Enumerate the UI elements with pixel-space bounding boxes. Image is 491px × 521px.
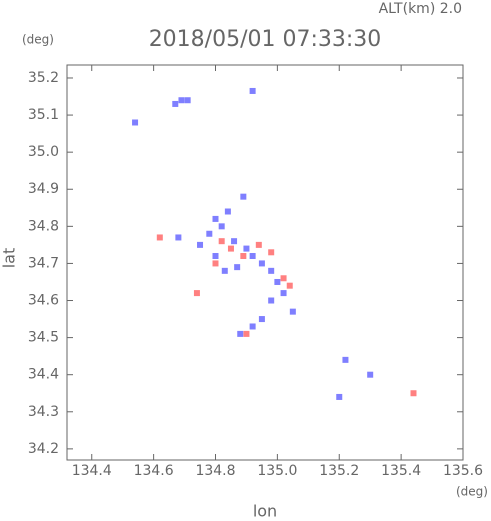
x-unit: (deg) — [456, 485, 488, 499]
echo — [218, 223, 225, 230]
y-tick-label: 35.2 — [28, 70, 59, 86]
echo — [227, 245, 234, 252]
echo — [193, 290, 200, 297]
echo — [258, 316, 265, 323]
echo — [132, 119, 139, 126]
echo — [156, 234, 163, 241]
echo — [234, 264, 241, 271]
y-tick-label: 34.9 — [28, 181, 59, 197]
y-tick-label: 34.6 — [28, 293, 59, 309]
x-axis-label: lon — [253, 502, 277, 521]
echo — [178, 97, 185, 104]
x-tick-label: 134.8 — [195, 463, 235, 479]
echo — [237, 330, 244, 337]
echo — [212, 253, 219, 260]
echo — [280, 275, 287, 282]
echo — [268, 297, 275, 304]
echo — [231, 238, 238, 245]
echo — [240, 253, 247, 260]
y-tick-label: 34.5 — [28, 330, 59, 346]
y-tick-label: 34.2 — [28, 441, 59, 457]
echo — [410, 390, 417, 397]
echo — [224, 208, 231, 215]
echo — [286, 282, 293, 289]
x-tick-label: 134.6 — [134, 463, 174, 479]
echo — [172, 100, 179, 107]
chart-title: 2018/05/01 07:33:30 — [149, 27, 382, 52]
echo — [274, 278, 281, 285]
x-tick-label: 135.2 — [319, 463, 359, 479]
x-tick-label: 135.0 — [257, 463, 297, 479]
echo — [175, 234, 182, 241]
echo — [240, 193, 247, 200]
echo — [249, 87, 256, 94]
x-tick-label: 134.4 — [72, 463, 112, 479]
echo — [243, 245, 250, 252]
echo — [212, 260, 219, 267]
x-tick-label: 135.6 — [443, 463, 483, 479]
echo — [258, 260, 265, 267]
y-tick-label: 34.7 — [28, 255, 59, 271]
echo — [218, 238, 225, 245]
plot-frame — [66, 64, 464, 461]
echo — [342, 356, 349, 363]
echo — [268, 267, 275, 274]
echo — [280, 290, 287, 297]
echo — [367, 371, 374, 378]
echo — [289, 308, 296, 315]
y-tick-label: 35.0 — [28, 144, 59, 160]
altitude-label: ALT(km) 2.0 — [379, 1, 462, 17]
echo — [249, 253, 256, 260]
y-tick-label: 35.1 — [28, 107, 59, 123]
echo — [243, 330, 250, 337]
y-tick-label: 34.3 — [28, 404, 59, 420]
echo — [221, 267, 228, 274]
echo — [336, 393, 343, 400]
echo — [197, 241, 204, 248]
y-unit: (deg) — [22, 33, 54, 47]
echo — [206, 230, 213, 237]
y-axis-label: lat — [0, 248, 19, 269]
y-tick-label: 34.4 — [28, 367, 59, 383]
x-tick-label: 135.4 — [381, 463, 421, 479]
y-tick-label: 34.8 — [28, 218, 59, 234]
echo — [249, 323, 256, 330]
echo — [255, 241, 262, 248]
echo — [184, 97, 191, 104]
echo — [212, 215, 219, 222]
echo — [268, 249, 275, 256]
